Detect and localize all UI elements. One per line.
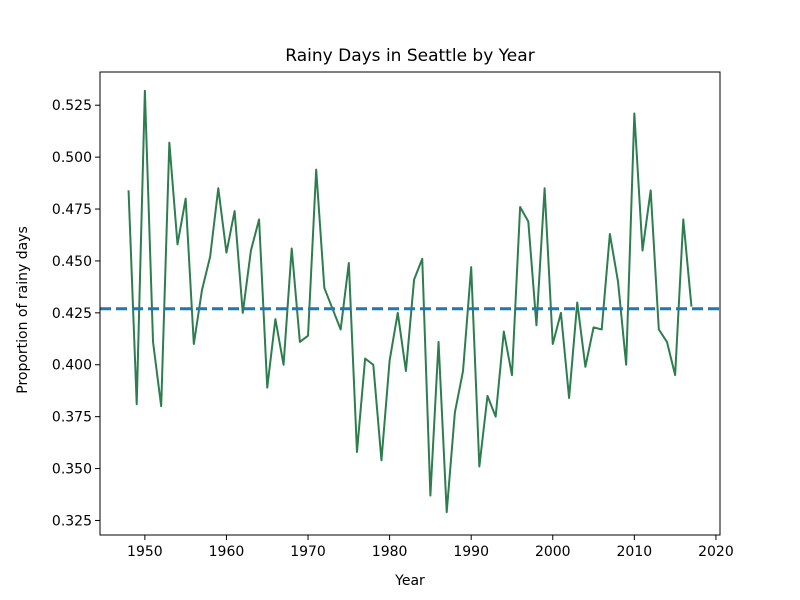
axes-frame: [99, 71, 721, 536]
x-tick-label: 1990: [453, 544, 489, 560]
y-tick-label: 0.525: [52, 98, 92, 114]
x-tick-label: 2010: [617, 544, 653, 560]
x-tick-label: 2000: [535, 544, 571, 560]
x-tick-label: 1980: [372, 544, 408, 560]
x-tick-label: 2020: [698, 544, 734, 560]
x-tick-label: 1950: [127, 544, 163, 560]
y-tick-label: 0.475: [52, 202, 92, 218]
y-tick-label: 0.375: [52, 410, 92, 426]
plot-area: [100, 89, 720, 514]
series-line-0: [127, 89, 693, 514]
axes: 1950 1960 1970 1980 1990 2000 2010 2020 0.325 0.3…: [52, 71, 734, 560]
x-tick-label: 1960: [209, 544, 245, 560]
y-tick-label: 0.450: [52, 254, 92, 270]
y-tick-label: 0.325: [52, 513, 92, 529]
y-tick-label: 0.500: [52, 150, 92, 166]
x-tick-label: 1970: [290, 544, 326, 560]
y-tick-label: 0.350: [52, 462, 92, 478]
chart-title: Rainy Days in Seattle by Year: [285, 46, 534, 66]
y-tick-label: 0.425: [52, 306, 92, 322]
x-axis-label: Year: [394, 573, 425, 589]
y-axis-label: Proportion of rainy days: [15, 226, 31, 394]
y-tick-label: 0.400: [52, 358, 92, 374]
